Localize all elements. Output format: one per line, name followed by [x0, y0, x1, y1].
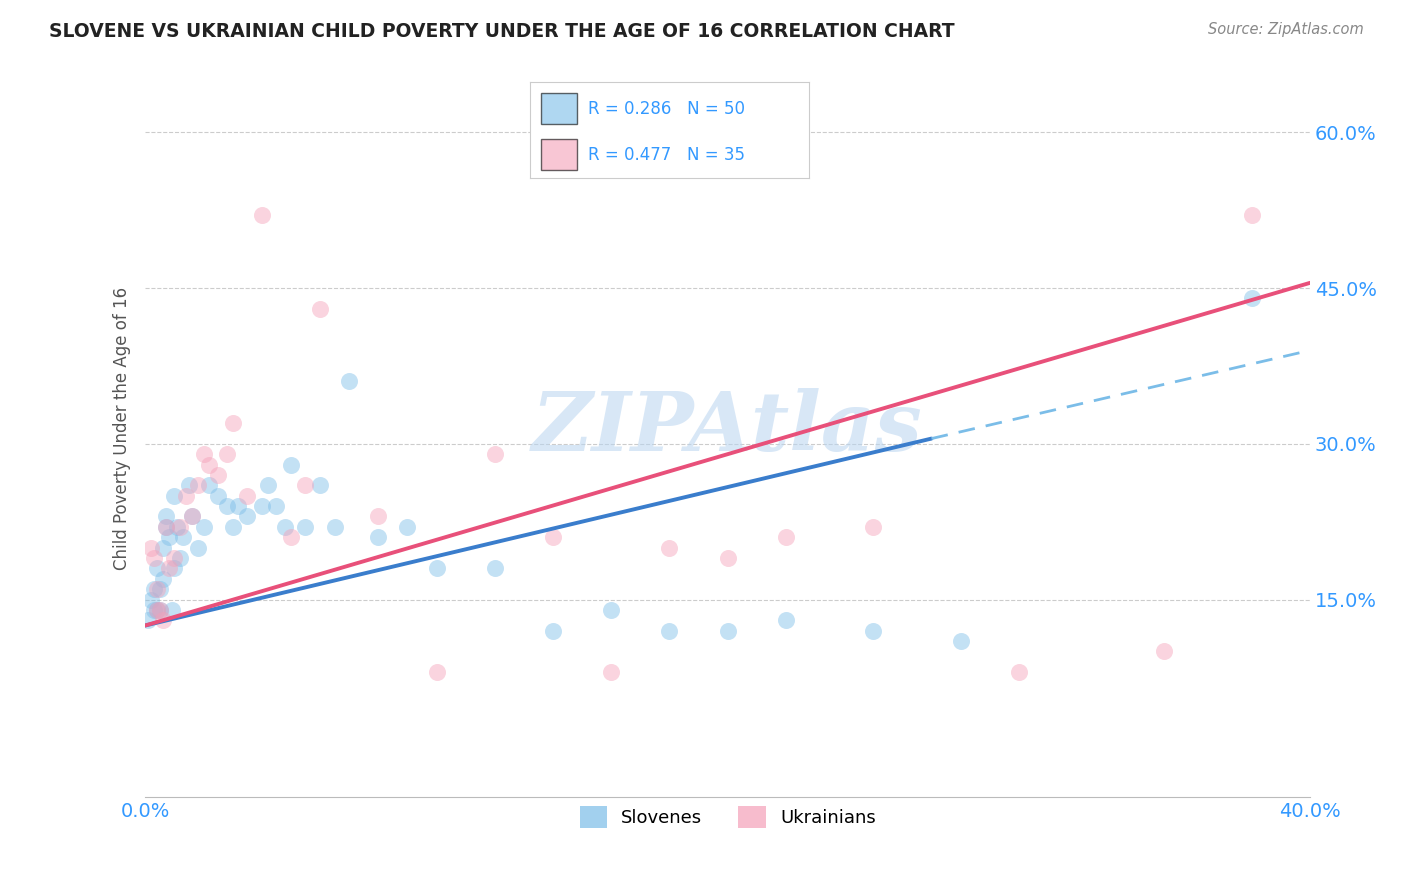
Point: [160, 603, 183, 617]
Point: [172, 530, 194, 544]
Point: [157, 530, 180, 544]
Point: [169, 520, 191, 534]
Point: [143, 603, 166, 617]
Point: [236, 509, 259, 524]
Point: [309, 478, 332, 492]
Point: [274, 520, 297, 534]
Point: [717, 551, 740, 566]
Point: [139, 541, 162, 555]
Point: [717, 624, 740, 638]
Point: [367, 530, 389, 544]
Point: [180, 509, 202, 524]
Point: [600, 665, 623, 680]
Point: [155, 509, 177, 524]
Point: [198, 458, 221, 472]
Point: [207, 467, 229, 482]
Point: [484, 561, 506, 575]
Y-axis label: Child Poverty Under the Age of 16: Child Poverty Under the Age of 16: [114, 286, 131, 570]
Point: [166, 520, 188, 534]
Point: [215, 447, 238, 461]
Point: [280, 530, 302, 544]
Point: [152, 541, 174, 555]
Point: [228, 499, 250, 513]
Point: [187, 541, 209, 555]
Point: [177, 478, 200, 492]
Point: [198, 478, 221, 492]
Text: ZIPAtlas: ZIPAtlas: [533, 388, 924, 468]
Point: [152, 613, 174, 627]
Point: [155, 520, 177, 534]
Point: [658, 541, 681, 555]
Point: [600, 603, 623, 617]
Point: [149, 603, 172, 617]
Text: Source: ZipAtlas.com: Source: ZipAtlas.com: [1208, 22, 1364, 37]
Point: [294, 520, 316, 534]
Point: [149, 582, 172, 596]
Point: [775, 613, 797, 627]
Point: [155, 520, 177, 534]
Point: [146, 603, 169, 617]
Point: [280, 458, 302, 472]
Point: [187, 478, 209, 492]
Point: [146, 603, 169, 617]
Point: [541, 624, 564, 638]
Point: [294, 478, 316, 492]
Point: [207, 489, 229, 503]
Point: [146, 582, 169, 596]
Point: [143, 551, 166, 566]
Point: [396, 520, 419, 534]
Point: [367, 509, 389, 524]
Point: [250, 208, 273, 222]
Point: [143, 582, 166, 596]
Point: [541, 530, 564, 544]
Legend: Slovenes, Ukrainians: Slovenes, Ukrainians: [572, 799, 883, 836]
Point: [215, 499, 238, 513]
Point: [152, 572, 174, 586]
Point: [266, 499, 288, 513]
Point: [949, 634, 972, 648]
Point: [250, 499, 273, 513]
Point: [149, 603, 172, 617]
Point: [136, 613, 159, 627]
Point: [1153, 644, 1175, 658]
Point: [236, 489, 259, 503]
Point: [425, 561, 447, 575]
Point: [139, 592, 162, 607]
Point: [163, 561, 186, 575]
Point: [221, 416, 243, 430]
Point: [163, 551, 186, 566]
Point: [146, 561, 169, 575]
Point: [425, 665, 447, 680]
Point: [193, 520, 215, 534]
Point: [1008, 665, 1031, 680]
Point: [658, 624, 681, 638]
Point: [862, 520, 884, 534]
Point: [862, 624, 884, 638]
Point: [193, 447, 215, 461]
Point: [157, 561, 180, 575]
Point: [1240, 292, 1263, 306]
Point: [323, 520, 346, 534]
Point: [309, 301, 332, 316]
Point: [221, 520, 243, 534]
Point: [169, 551, 191, 566]
Point: [337, 375, 360, 389]
Point: [174, 489, 197, 503]
Text: SLOVENE VS UKRAINIAN CHILD POVERTY UNDER THE AGE OF 16 CORRELATION CHART: SLOVENE VS UKRAINIAN CHILD POVERTY UNDER…: [49, 22, 955, 41]
Point: [484, 447, 506, 461]
Point: [180, 509, 202, 524]
Point: [1240, 208, 1263, 222]
Point: [256, 478, 278, 492]
Point: [775, 530, 797, 544]
Point: [163, 489, 186, 503]
